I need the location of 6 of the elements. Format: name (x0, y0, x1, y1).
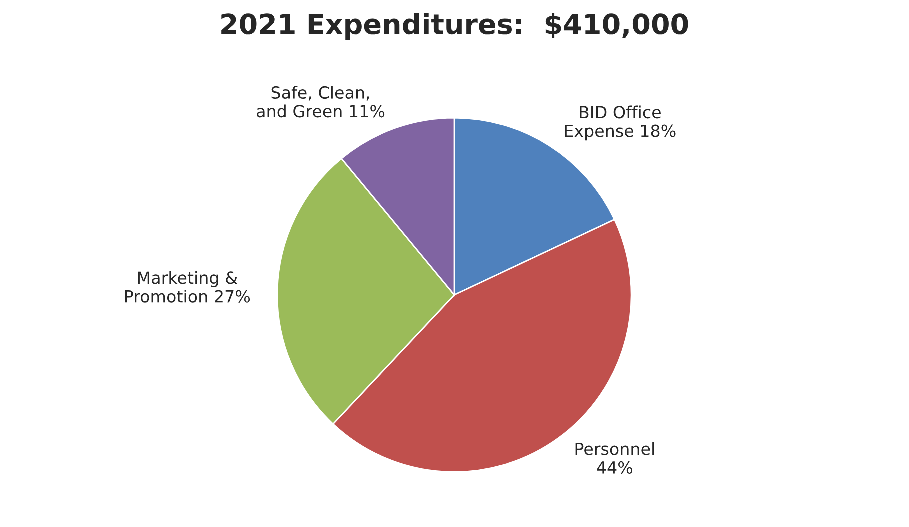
slice-label: Personnel (576, 442, 654, 456)
data-label: 44% (597, 461, 633, 474)
chart-title: 2021 Expenditures: $410,000 (222, 13, 688, 40)
slice-label: Marketing & Promotion 27% (125, 271, 250, 303)
slice-label: BID Office Expense 18% (565, 106, 676, 141)
slice-label: Safe, Clean, and Green 11% (257, 86, 385, 118)
